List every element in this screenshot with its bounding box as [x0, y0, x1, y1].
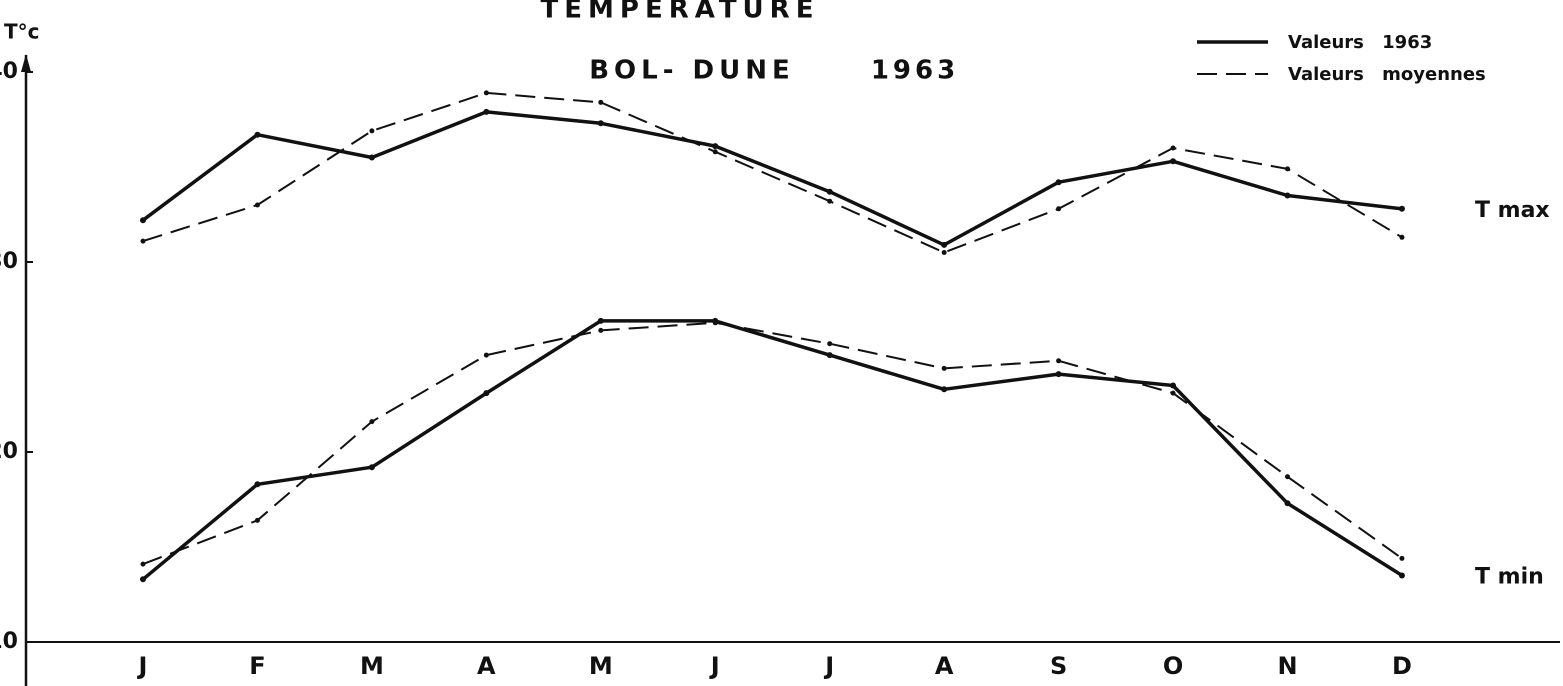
group-label: T min: [1475, 565, 1544, 590]
y-axis-arrow: [21, 54, 31, 72]
point: [598, 327, 604, 333]
x-tick-label: N: [1277, 652, 1297, 680]
legend-label: Valeurs moyennes: [1288, 64, 1486, 85]
x-tick-label: A: [477, 652, 496, 680]
point: [368, 154, 375, 161]
point: [1055, 371, 1062, 378]
x-tick-label: O: [1163, 652, 1183, 680]
point: [1284, 192, 1291, 199]
point: [483, 352, 489, 358]
point: [1170, 390, 1176, 396]
point: [1398, 205, 1405, 212]
point: [597, 120, 604, 127]
line-series: [142, 91, 1403, 254]
point: [369, 128, 375, 134]
point: [1399, 555, 1405, 561]
x-tick-label: D: [1392, 652, 1412, 680]
point: [483, 108, 490, 115]
point: [827, 341, 833, 347]
point: [827, 198, 833, 204]
point: [1284, 500, 1291, 507]
line-series: [141, 110, 1403, 247]
point: [1055, 179, 1062, 186]
x-tick-label: J: [709, 652, 720, 680]
point: [483, 90, 489, 96]
point: [483, 390, 490, 397]
x-tick-label: S: [1050, 652, 1067, 680]
point: [368, 464, 375, 471]
point: [1170, 382, 1177, 389]
point: [712, 320, 718, 326]
point: [941, 241, 948, 248]
line-series: [141, 319, 1403, 581]
point: [254, 202, 260, 208]
y-axis-label: T°c: [4, 20, 40, 44]
x-tick-label: J: [823, 652, 834, 680]
chart-year: 1963: [871, 56, 959, 86]
chart-title: TEMPERATURE: [541, 0, 820, 25]
line-series: [142, 321, 1403, 566]
point: [254, 481, 261, 488]
y-tick-label: 30: [0, 249, 18, 274]
point: [1170, 145, 1176, 151]
chart-subtitle: BOL- DUNE: [589, 56, 795, 86]
point: [941, 386, 948, 393]
point: [597, 317, 604, 324]
x-tick-label: M: [360, 652, 384, 680]
y-tick-label: 20: [0, 439, 18, 464]
point: [140, 217, 146, 224]
point: [369, 419, 375, 425]
x-tick-label: J: [137, 652, 148, 680]
y-tick-label: 10: [0, 629, 18, 654]
point: [1399, 234, 1405, 240]
point: [140, 561, 146, 567]
point: [1056, 358, 1062, 364]
point: [941, 365, 947, 371]
point: [254, 131, 261, 138]
group-label: T max: [1475, 198, 1550, 223]
point: [254, 517, 260, 523]
point: [826, 352, 833, 359]
point: [1285, 166, 1290, 172]
point: [1056, 206, 1062, 212]
point: [1170, 158, 1177, 165]
x-tick-label: M: [589, 652, 613, 680]
point: [598, 99, 604, 105]
point: [140, 238, 146, 244]
point: [1285, 474, 1290, 480]
point: [140, 576, 146, 583]
point: [712, 143, 719, 150]
point: [1398, 572, 1405, 579]
x-tick-label: F: [249, 652, 265, 680]
y-tick-label: 40: [0, 59, 18, 84]
legend-label: Valeurs 1963: [1288, 32, 1432, 53]
x-tick-label: A: [935, 652, 954, 680]
point: [941, 250, 947, 255]
point: [712, 149, 718, 155]
point: [826, 188, 833, 195]
